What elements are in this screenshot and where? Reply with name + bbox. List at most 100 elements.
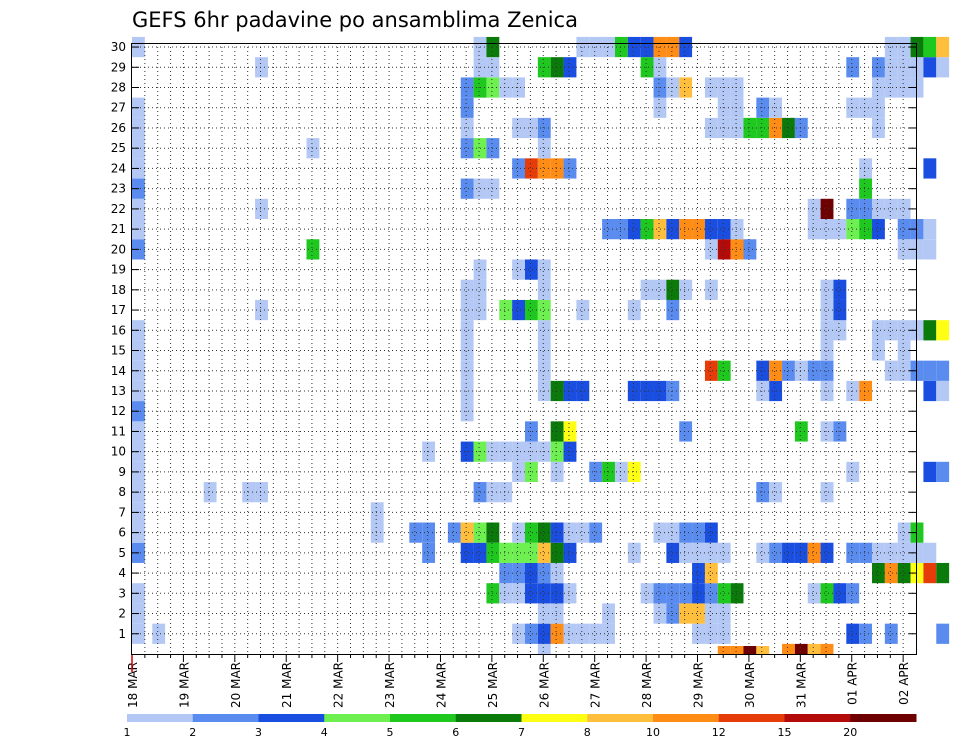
heatmap-cell <box>705 522 718 542</box>
heatmap-cell <box>821 543 834 563</box>
heatmap-cell <box>461 442 474 462</box>
heatmap-cell <box>885 624 898 644</box>
heatmap-cell <box>705 624 718 644</box>
y-tick-label: 23 <box>111 182 126 196</box>
heatmap-cell <box>152 624 165 644</box>
y-tick-label: 17 <box>111 303 126 317</box>
legend-swatch <box>785 714 851 722</box>
heatmap-cell <box>525 259 538 279</box>
heatmap-cell <box>859 98 872 118</box>
heatmap-cell <box>859 624 872 644</box>
heatmap-cell <box>923 57 936 77</box>
heatmap-cell <box>859 199 872 219</box>
y-tick-label: 9 <box>118 465 126 479</box>
heatmap-cell <box>564 421 577 441</box>
heatmap-cell <box>525 118 538 138</box>
heatmap-cell <box>538 644 551 654</box>
y-tick-label: 12 <box>111 404 126 418</box>
heatmap-cell <box>499 300 512 320</box>
heatmap-cell <box>499 442 512 462</box>
heatmap-cell <box>756 646 769 654</box>
legend-swatch <box>390 714 456 722</box>
heatmap-cell <box>461 179 474 199</box>
heatmap-cell <box>576 381 589 401</box>
heatmap-cell <box>705 361 718 381</box>
heatmap-cell <box>923 37 936 57</box>
x-tick-label: 31 MAR <box>794 662 808 708</box>
heatmap-cell <box>872 219 885 239</box>
heatmap-cell <box>576 37 589 57</box>
heatmap-cell <box>692 624 705 644</box>
heatmap-cell <box>679 77 692 97</box>
heatmap-cell <box>923 563 936 583</box>
x-tick-label: 24 MAR <box>434 662 448 708</box>
heatmap-cell <box>872 543 885 563</box>
heatmap-cell <box>718 646 731 654</box>
y-tick-label: 13 <box>111 384 126 398</box>
heatmap-cell <box>499 583 512 603</box>
heatmap-cell <box>923 462 936 482</box>
heatmap-cell <box>564 522 577 542</box>
heatmap-cell <box>705 583 718 603</box>
legend-label: 12 <box>712 726 726 739</box>
y-tick-label: 4 <box>118 566 126 580</box>
x-tick-label: 29 MAR <box>692 662 706 708</box>
heatmap-cell <box>872 340 885 360</box>
heatmap-cell <box>641 381 654 401</box>
heatmap-cell <box>512 158 525 178</box>
y-tick-label: 1 <box>118 627 126 641</box>
x-axis-ticks: 18 MAR 19 MAR 20 MAR 21 MAR 22 MAR 23 MAR 24 M… <box>126 654 911 708</box>
heatmap-cell <box>512 77 525 97</box>
heatmap-cell <box>461 280 474 300</box>
legend-swatch <box>587 714 653 722</box>
legend-label: 1 <box>124 726 131 739</box>
heatmap-cell <box>564 624 577 644</box>
x-tick-label: 30 MAR <box>743 662 757 708</box>
heatmap-cell <box>512 462 525 482</box>
x-tick-label: 23 MAR <box>383 662 397 708</box>
x-tick-label: 27 MAR <box>589 662 603 708</box>
heatmap-cell <box>628 219 641 239</box>
legend-label: 20 <box>843 726 857 739</box>
x-tick-label: 01 APR <box>846 662 860 705</box>
heatmap-cell <box>461 340 474 360</box>
x-tick-label: 20 MAR <box>229 662 243 708</box>
y-tick-label: 26 <box>111 121 126 135</box>
heatmap-cell <box>808 219 821 239</box>
x-tick-label: 19 MAR <box>177 662 191 708</box>
heatmap-cell <box>628 37 641 57</box>
legend-label: 4 <box>321 726 328 739</box>
heatmap-cell <box>564 57 577 77</box>
heatmap-cell <box>499 482 512 502</box>
legend-swatch <box>127 714 193 722</box>
heatmap-cell <box>808 361 821 381</box>
legend-label: 15 <box>778 726 792 739</box>
heatmap-cell <box>936 37 949 57</box>
heatmap-cell <box>872 98 885 118</box>
heatmap-cell <box>743 118 756 138</box>
y-tick-label: 5 <box>118 546 126 560</box>
legend-swatch <box>719 714 785 722</box>
heatmap-cell <box>679 421 692 441</box>
heatmap-cell <box>679 583 692 603</box>
heatmap-cell <box>525 543 538 563</box>
heatmap-cell <box>705 219 718 239</box>
y-tick-label: 20 <box>111 242 126 256</box>
heatmap-cell <box>461 300 474 320</box>
legend-label: 6 <box>452 726 459 739</box>
heatmap-cell <box>808 583 821 603</box>
heatmap-cell <box>885 543 898 563</box>
legend-label: 2 <box>189 726 196 739</box>
y-tick-label: 27 <box>111 101 126 115</box>
heatmap-cell <box>512 118 525 138</box>
y-tick-label: 28 <box>111 81 126 95</box>
heatmap-cell <box>679 522 692 542</box>
heatmap-cell <box>525 583 538 603</box>
heatmap-cell <box>564 158 577 178</box>
heatmap-cell <box>461 98 474 118</box>
heatmap-cell <box>628 462 641 482</box>
legend-swatch <box>653 714 719 722</box>
heatmap-cell <box>821 482 834 502</box>
heatmap-cell <box>705 77 718 97</box>
heatmap-cell <box>705 280 718 300</box>
